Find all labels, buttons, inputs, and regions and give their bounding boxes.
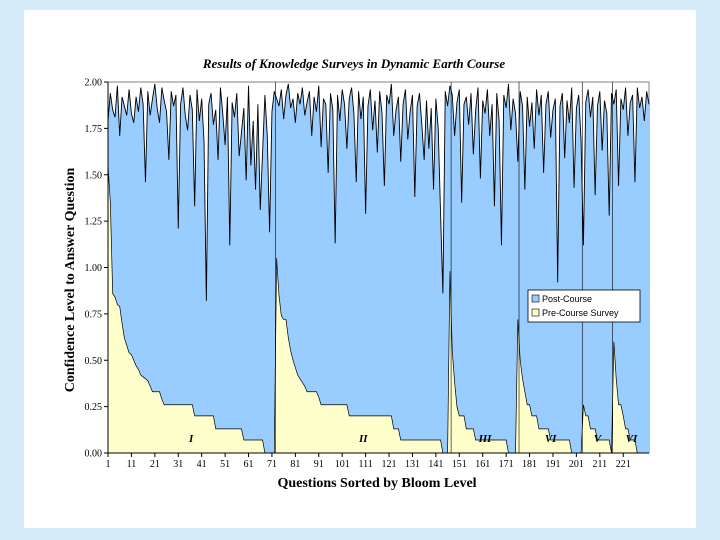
legend-label-pre: Pre-Course Survey [542, 308, 619, 318]
bloom-level-labels: I II III VI V VI [188, 433, 638, 445]
y-tick-label: 0.25 [85, 402, 103, 413]
x-tick-label: 81 [290, 459, 300, 470]
y-tick-label: 1.50 [85, 170, 103, 181]
x-tick-label: 11 [127, 459, 137, 470]
y-tick-label: 2.00 [85, 78, 103, 89]
y-axis-label: Confidence Level to Answer Question [63, 168, 78, 393]
y-axis: 0.00 0.25 0.50 0.75 1.00 1.25 1.50 1.75 2.00 [85, 78, 109, 460]
area-layer [107, 83, 650, 454]
bloom-level-label: III [478, 433, 493, 445]
series-line-post [107, 83, 650, 301]
series-area-post [108, 83, 649, 454]
legend-swatch-pre [531, 308, 540, 317]
x-tick-label: 91 [314, 459, 324, 470]
x-tick-label: 191 [545, 459, 560, 470]
x-tick-label: 171 [499, 459, 514, 470]
series-area-pre [108, 165, 649, 453]
x-axis: 1 11 21 31 41 51 61 71 81 91 101 111 121 131 141 151 161… [106, 452, 649, 470]
x-tick-label: 101 [335, 459, 350, 470]
x-tick-label: 21 [150, 459, 160, 470]
y-tick-label: 1.75 [85, 124, 103, 135]
legend-label-post: Post-Course [542, 294, 592, 304]
x-tick-label: 161 [475, 459, 490, 470]
bloom-level-label: VI [626, 433, 638, 445]
band-lines [275, 82, 613, 453]
y-tick-label: 1.00 [85, 263, 103, 274]
bloom-level-label: V [594, 433, 603, 445]
bloom-level-label: II [358, 433, 368, 445]
chart-title: Results of Knowledge Surveys in Dynamic … [202, 56, 506, 71]
y-tick-label: 1.25 [85, 217, 103, 228]
slide-panel: Results of Knowledge Surveys in Dynamic … [24, 10, 696, 528]
legend: Post-Course Pre-Course Survey [527, 289, 641, 323]
x-tick-label: 131 [405, 459, 420, 470]
x-tick-label: 31 [173, 459, 183, 470]
y-tick-label: 0.00 [85, 449, 103, 460]
x-tick-label: 71 [267, 459, 277, 470]
legend-swatch-post [531, 294, 540, 303]
x-tick-label: 41 [197, 459, 207, 470]
x-tick-label: 211 [592, 459, 607, 470]
x-tick-label: 61 [244, 459, 254, 470]
x-tick-label: 141 [428, 459, 443, 470]
x-tick-label: 111 [358, 459, 372, 470]
x-axis-label: Questions Sorted by Bloom Level [277, 476, 476, 491]
x-tick-label: 151 [452, 459, 467, 470]
bloom-level-label: VI [545, 433, 557, 445]
x-tick-label: 121 [382, 459, 397, 470]
x-tick-label: 201 [569, 459, 584, 470]
bloom-survey-chart: Results of Knowledge Surveys in Dynamic … [63, 56, 650, 491]
series-line-pre [107, 165, 649, 454]
x-tick-label: 51 [220, 459, 230, 470]
bloom-level-label: I [188, 433, 194, 445]
legend-box [527, 289, 641, 323]
x-tick-label: 1 [106, 459, 111, 470]
y-tick-label: 0.75 [85, 309, 103, 320]
x-tick-label: 221 [616, 459, 631, 470]
y-tick-label: 0.50 [85, 356, 103, 367]
x-tick-label: 181 [522, 459, 537, 470]
